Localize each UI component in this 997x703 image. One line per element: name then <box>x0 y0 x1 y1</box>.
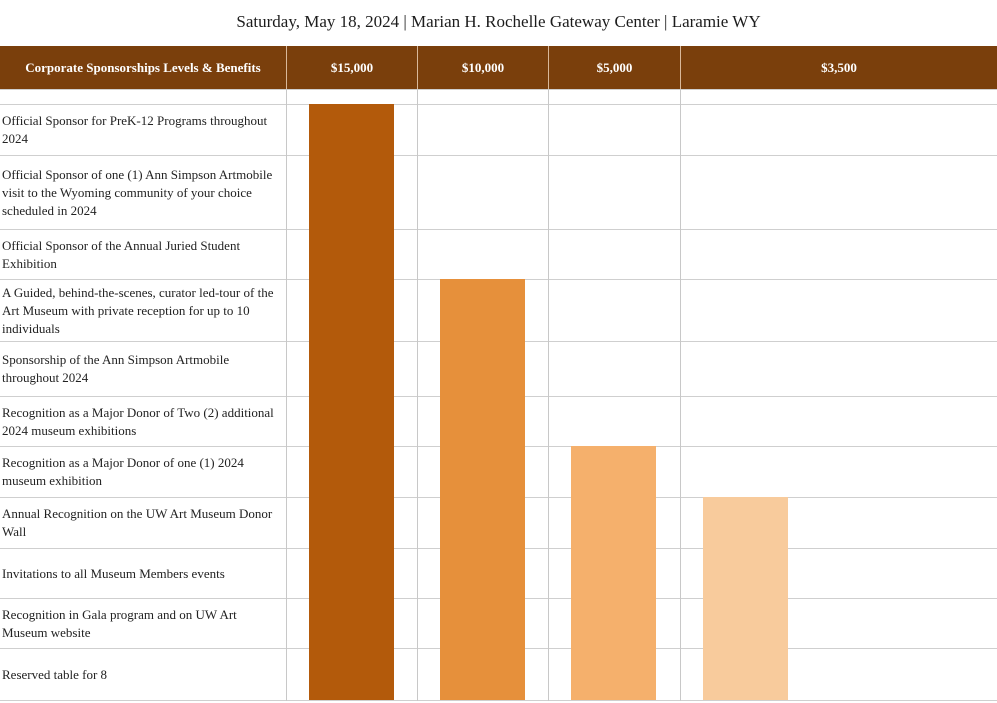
benefit-row-label: Recognition as a Major Donor of one (1) … <box>2 447 280 497</box>
column-divider <box>286 89 287 701</box>
benefit-row-label: Reserved table for 8 <box>2 649 280 700</box>
header-level-3500: $3,500 <box>680 46 997 89</box>
row-divider <box>0 229 997 230</box>
level-bar-10000 <box>440 279 525 700</box>
benefit-text: Recognition as a Major Donor of one (1) … <box>2 455 244 488</box>
event-info-line: Saturday, May 18, 2024 | Marian H. Roche… <box>236 12 761 31</box>
header-level-10000: $10,000 <box>417 46 548 89</box>
benefit-text: Recognition as a Major Donor of Two (2) … <box>2 404 274 438</box>
benefit-text: Official Sponsor for PreK-12 Programs th… <box>2 113 268 146</box>
header-level-15000: $15,000 <box>286 46 417 89</box>
benefit-text: Annual Recognition on the UW Art Museum … <box>2 506 273 539</box>
benefit-text: Reserved table for 8 <box>2 666 108 682</box>
benefit-row-label: Official Sponsor for PreK-12 Programs th… <box>2 105 280 155</box>
benefit-text: Official Sponsor of one (1) Ann Simpson … <box>2 166 273 218</box>
benefit-text: A Guided, behind-the-scenes, curator led… <box>2 284 274 336</box>
row-divider <box>0 155 997 156</box>
benefit-row-label: Official Sponsor of one (1) Ann Simpson … <box>2 156 280 229</box>
level-bar-5000 <box>571 446 656 700</box>
header-level-5000: $5,000 <box>548 46 680 89</box>
benefit-row-label: Invitations to all Museum Members events <box>2 549 280 598</box>
benefit-text: Recognition in Gala program and on UW Ar… <box>2 606 237 640</box>
table-header: Corporate Sponsorships Levels & Benefits… <box>0 46 997 89</box>
benefit-row-label: Recognition in Gala program and on UW Ar… <box>2 599 280 648</box>
column-divider <box>548 89 549 701</box>
column-divider <box>680 89 681 701</box>
benefit-row-label: Recognition as a Major Donor of Two (2) … <box>2 397 280 446</box>
header-title: Corporate Sponsorships Levels & Benefits <box>25 60 261 75</box>
level-bar-15000 <box>309 104 394 700</box>
row-divider <box>0 700 997 701</box>
benefit-text: Sponsorship of the Ann Simpson Artmobile… <box>2 352 230 385</box>
column-divider <box>417 89 418 701</box>
level-bar-3500 <box>703 497 788 700</box>
benefit-text: Invitations to all Museum Members events <box>2 565 225 581</box>
row-divider <box>0 89 997 90</box>
row-divider <box>0 104 997 105</box>
benefit-row-label: A Guided, behind-the-scenes, curator led… <box>2 280 280 341</box>
benefit-row-label: Sponsorship of the Ann Simpson Artmobile… <box>2 342 280 396</box>
benefit-row-label: Official Sponsor of the Annual Juried St… <box>2 230 280 279</box>
benefit-row-label: Annual Recognition on the UW Art Museum … <box>2 498 280 548</box>
benefit-text: Official Sponsor of the Annual Juried St… <box>2 237 241 271</box>
